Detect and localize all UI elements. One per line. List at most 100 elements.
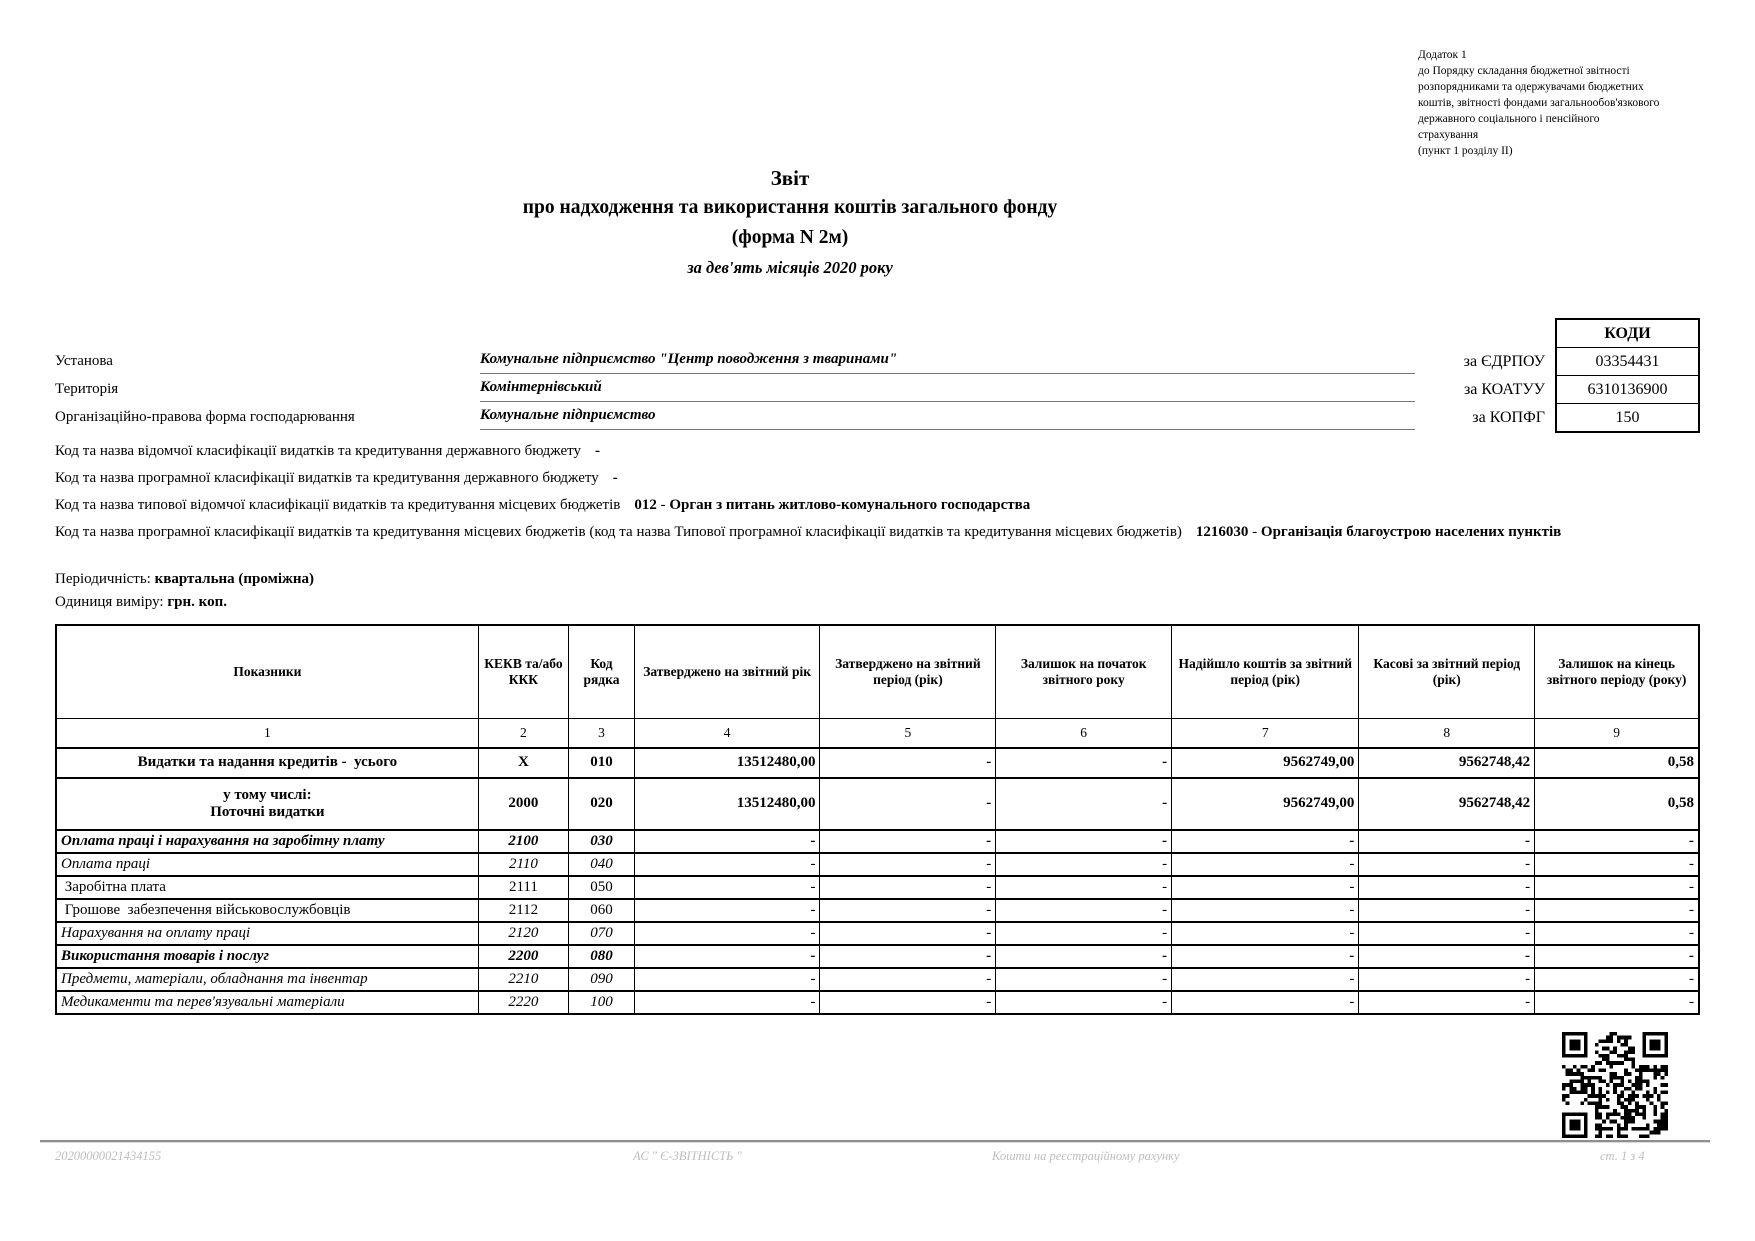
column-number: 1 [55,717,479,749]
establishment-label: Установа [55,353,113,369]
table-row: у тому числі: Поточні видатки 2000 020 1351… [55,776,1700,831]
column-header: Затверджено на звітний період (рік) [819,624,997,719]
info-row-legal-form: Організаційно-правова форма господарюван… [55,407,1700,433]
unit-line: Одиниця виміру: грн. коп. [55,594,227,611]
row-label-cell: Видатки та надання кредитів - усього [55,746,479,779]
value-cell: - [1358,966,1536,992]
value-cell: - [1171,989,1360,1015]
column-number: 7 [1171,717,1360,749]
value-cell: - [633,828,821,854]
value-cell: - [819,851,997,877]
column-number: 3 [568,717,635,749]
footer-serial-number: 20200000021434155 [55,1149,162,1163]
value-cell: - [1358,943,1536,969]
value-cell: - [1358,920,1536,946]
legal-form-label: Організаційно-правова форма господарюван… [55,409,355,425]
value-cell: - [819,828,997,854]
table-row: Медикаменти та перев'язувальні матеріали… [55,989,1700,1015]
form-number: (форма N 2м) [731,227,849,248]
kekv-cell: 2220 [477,989,570,1015]
value-cell: - [995,828,1173,854]
column-number: 9 [1534,717,1700,749]
unit-label: Одиниця виміру: [55,594,164,610]
value-cell: - [819,920,997,946]
table-row: Предмети, матеріали, обладнання та інвен… [55,966,1700,992]
column-header: Затверджено на звітний рік [633,624,821,719]
row-label-cell: Грошове забезпечення військовослужбовців [55,897,479,923]
value-cell: - [1358,851,1536,877]
row-code-cell: 080 [568,943,635,969]
classification-line: Код та назва програмної класифікації вид… [55,524,1562,540]
table-row: Використання товарів і послуг 2200 080- - - -… [55,943,1700,969]
value-cell: - [633,851,821,877]
kekv-cell: 2110 [477,851,570,877]
value-cell: - [995,966,1173,992]
row-label-cell: Предмети, матеріали, обладнання та інвен… [55,966,479,992]
value-cell: - [1358,897,1536,923]
column-number: 5 [819,717,997,749]
value-cell: 9562748,42 [1358,776,1536,831]
row-code-cell: 040 [568,851,635,877]
value-cell: - [1534,989,1700,1015]
periodicity-label: Періодичність: [55,571,151,587]
kekv-cell: 2210 [477,966,570,992]
legal-form-value: Комунальне підприємство [480,407,1415,430]
qr-code-image [1562,1032,1668,1138]
value-cell: - [995,851,1173,877]
row-label-cell: Нарахування на оплату праці [55,920,479,946]
kekv-cell: 2100 [477,828,570,854]
value-cell: - [995,943,1173,969]
title-block: Звіт про надходження та використання кош… [0,163,1580,282]
report-table: Показники КЕКВ та/або ККК Код рядка Затверд… [55,624,1700,1015]
value-cell: - [819,989,997,1015]
value-cell: - [1171,966,1360,992]
value-cell: - [995,897,1173,923]
periodicity-line: Періодичність: квартальна (проміжна) [55,571,314,588]
table-row: Оплата праці і нарахування на заробітну … [55,828,1700,854]
kekv-cell: 2200 [477,943,570,969]
row-label-cell: Використання товарів і послуг [55,943,479,969]
value-cell: 13512480,00 [633,746,821,779]
codes-box: КОДИ 03354431 6310136900 150 [1555,318,1700,433]
row-code-cell: 060 [568,897,635,923]
column-number: 6 [995,717,1173,749]
kekv-cell: X [477,746,570,779]
classification-list: Код та назва відомчої класифікації видат… [55,440,1663,548]
value-cell: 0,58 [1534,776,1700,831]
kekv-cell: 2000 [477,776,570,831]
value-cell: - [819,874,997,900]
value-cell: - [1534,920,1700,946]
column-header: Залишок на початок звітного року [995,624,1173,719]
value-cell: - [819,897,997,923]
value-cell: - [995,776,1173,831]
value-cell: - [995,874,1173,900]
koatuu-code-value: 6310136900 [1557,375,1698,403]
value-cell: - [633,943,821,969]
edrpou-label: за ЄДРПОУ [1463,353,1545,370]
row-code-cell: 070 [568,920,635,946]
column-header: Код рядка [568,624,635,719]
koatuu-label: за КОАТУУ [1463,381,1545,398]
table-row: Нарахування на оплату праці 2120 070- - - - - - [55,920,1700,946]
value-cell: 9562749,00 [1171,776,1360,831]
row-code-cell: 020 [568,776,635,831]
row-code-cell: 100 [568,989,635,1015]
territory-label: Територія [55,381,119,397]
unit-value: грн. коп. [167,594,227,610]
info-row-establishment: Установа Комунальне підприємство "Центр … [55,351,1700,377]
value-cell: - [995,746,1173,779]
table-row: Видатки та надання кредитів - усього X 010… [55,746,1700,779]
value-cell: - [1534,943,1700,969]
row-label-cell: у тому числі: Поточні видатки [55,776,479,831]
column-number: 4 [633,717,821,749]
row-label-cell: Оплата праці і нарахування на заробітну … [55,828,479,854]
kopfg-code-value: 150 [1557,403,1698,431]
column-number: 2 [477,717,570,749]
value-cell: - [1358,828,1536,854]
value-cell: - [1171,943,1360,969]
footer-divider [40,1140,1710,1143]
classification-line: Код та назва відомчої класифікації видат… [55,443,600,459]
territory-value: Комінтернівський [480,379,1415,402]
row-code-cell: 050 [568,874,635,900]
footer-system-name: АС " Є-ЗВІТНІСТЬ " [633,1149,742,1163]
